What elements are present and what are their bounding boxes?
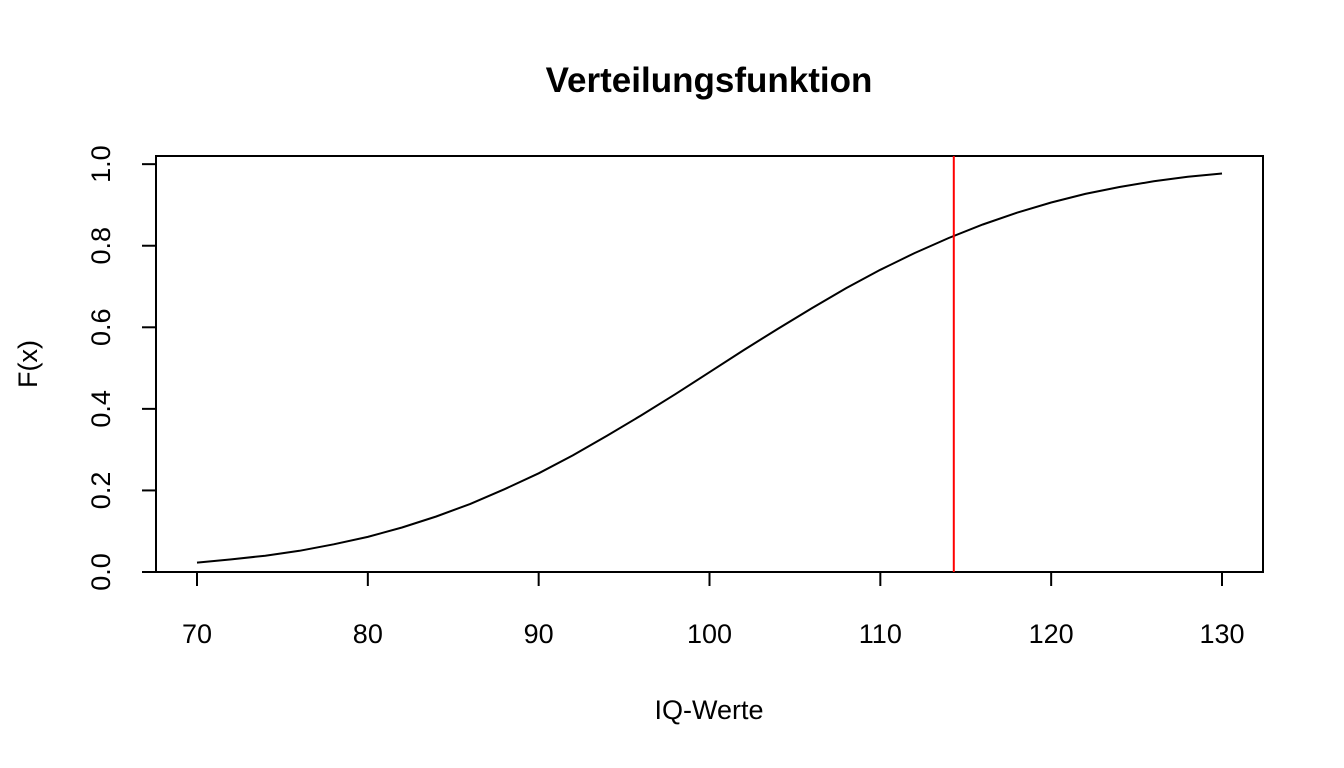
y-tick-label: 0.6	[86, 309, 116, 347]
x-tick-label: 130	[1199, 619, 1244, 649]
y-tick-label: 0.2	[86, 472, 116, 510]
x-tick-label: 80	[353, 619, 383, 649]
x-tick-label: 110	[859, 619, 902, 649]
y-tick-label: 0.4	[86, 390, 116, 428]
cdf-line	[196, 172, 1223, 564]
y-axis: 0.0 0.2 0.4 0.6 0.8 1.0	[86, 145, 157, 591]
x-tick-label: 100	[687, 619, 732, 649]
x-axis: 70 80 90 100 110 120 130	[182, 571, 1245, 649]
x-tick-label: 90	[524, 619, 554, 649]
y-tick-label: 0.0	[86, 553, 116, 591]
x-tick-label: 120	[1029, 619, 1074, 649]
y-tick-label: 1.0	[86, 145, 116, 183]
y-axis-label: F(x)	[13, 340, 43, 388]
chart-title: Verteilungsfunktion	[546, 61, 873, 100]
x-tick-label: 70	[182, 619, 212, 649]
x-axis-label: IQ-Werte	[654, 695, 763, 725]
y-tick-label: 0.8	[86, 227, 116, 265]
